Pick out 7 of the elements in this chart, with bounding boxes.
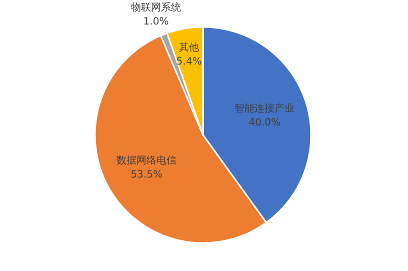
slice-label: 其他 — [179, 42, 200, 54]
data-label: 1.0% — [143, 16, 169, 28]
slice-label: 数据网络电信 — [116, 154, 177, 166]
slice-label: 物联网系统 — [131, 2, 182, 14]
slice-label: 智能连接产业 — [234, 102, 295, 115]
data-label: 53.5% — [130, 169, 162, 180]
data-label: 40.0% — [248, 118, 281, 129]
